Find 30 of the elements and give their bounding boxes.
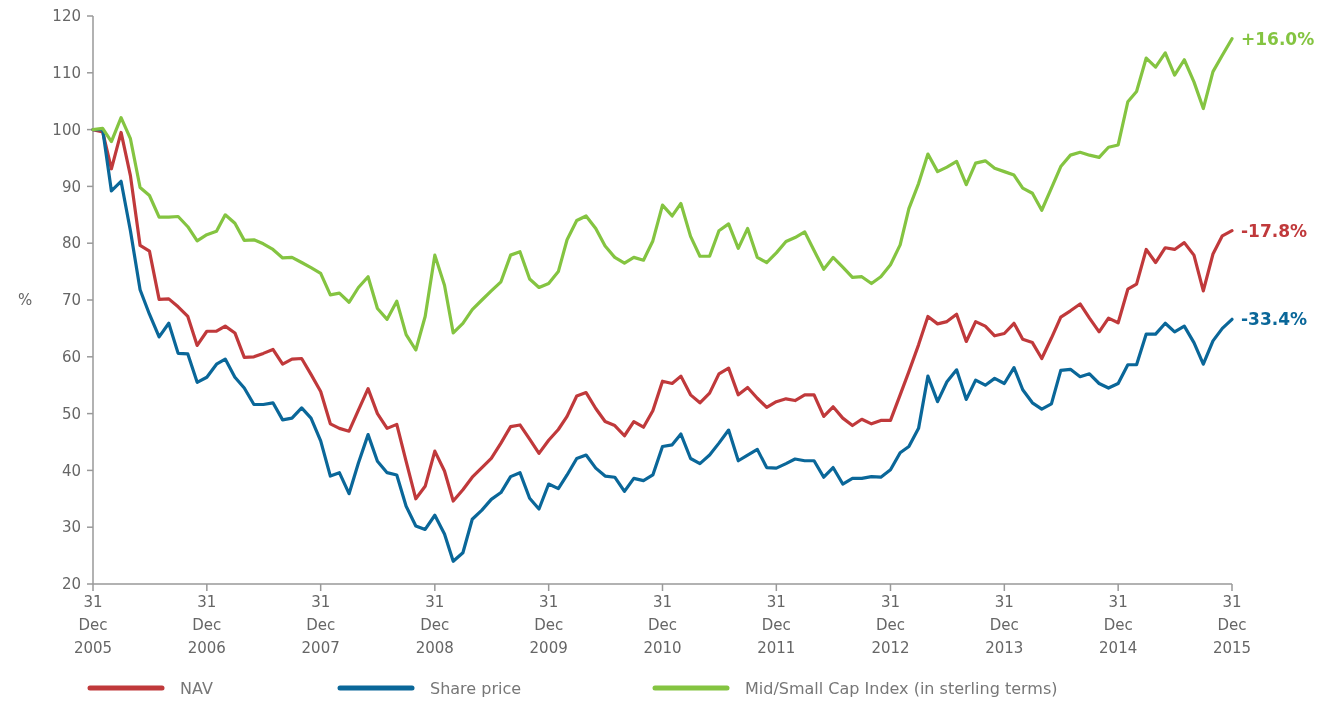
x-tick-label: 31 Dec 2010 (643, 593, 682, 657)
y-tick-label: 100 (52, 120, 81, 139)
y-tick-label: 50 (61, 404, 81, 423)
legend-label: NAV (180, 678, 213, 698)
y-tick-label: 30 (61, 518, 81, 537)
x-tick-label: 31 Dec 2012 (871, 593, 910, 657)
x-tick-label: 31 Dec 2014 (1099, 593, 1138, 657)
legend-label: Mid/Small Cap Index (in sterling terms) (745, 678, 1058, 698)
line-series (91, 37, 1234, 352)
x-tick-label: 31 Dec 2015 (1212, 593, 1252, 657)
x-tick-label: 31 Dec 2007 (301, 593, 340, 657)
x-tick-label: 31 Dec 2011 (757, 593, 796, 657)
y-tick-label: 90 (61, 177, 81, 196)
y-tick-label: 60 (61, 348, 81, 367)
y-tick-label: 80 (61, 234, 81, 253)
x-tick-label: 31 Dec 2008 (415, 593, 454, 657)
y-axis-title: % (18, 291, 33, 310)
x-tick-label: 31 Dec 2006 (187, 593, 226, 657)
y-tick-label: 40 (61, 461, 81, 480)
annotation: +16.0% (1241, 28, 1315, 49)
y-tick-label: 120 (52, 7, 81, 26)
annotation: -33.4% (1241, 309, 1308, 330)
y-tick-label: 70 (61, 291, 81, 310)
legend-label: Share price (430, 678, 522, 698)
x-tick-label: 31 Dec 2005 (73, 593, 113, 657)
annotation: -17.8% (1241, 220, 1308, 241)
y-tick-label: 20 (61, 575, 81, 594)
y-tick-label: 110 (52, 64, 81, 83)
x-tick-label: 31 Dec 2013 (985, 593, 1024, 657)
x-tick-label: 31 Dec 2009 (529, 593, 568, 657)
